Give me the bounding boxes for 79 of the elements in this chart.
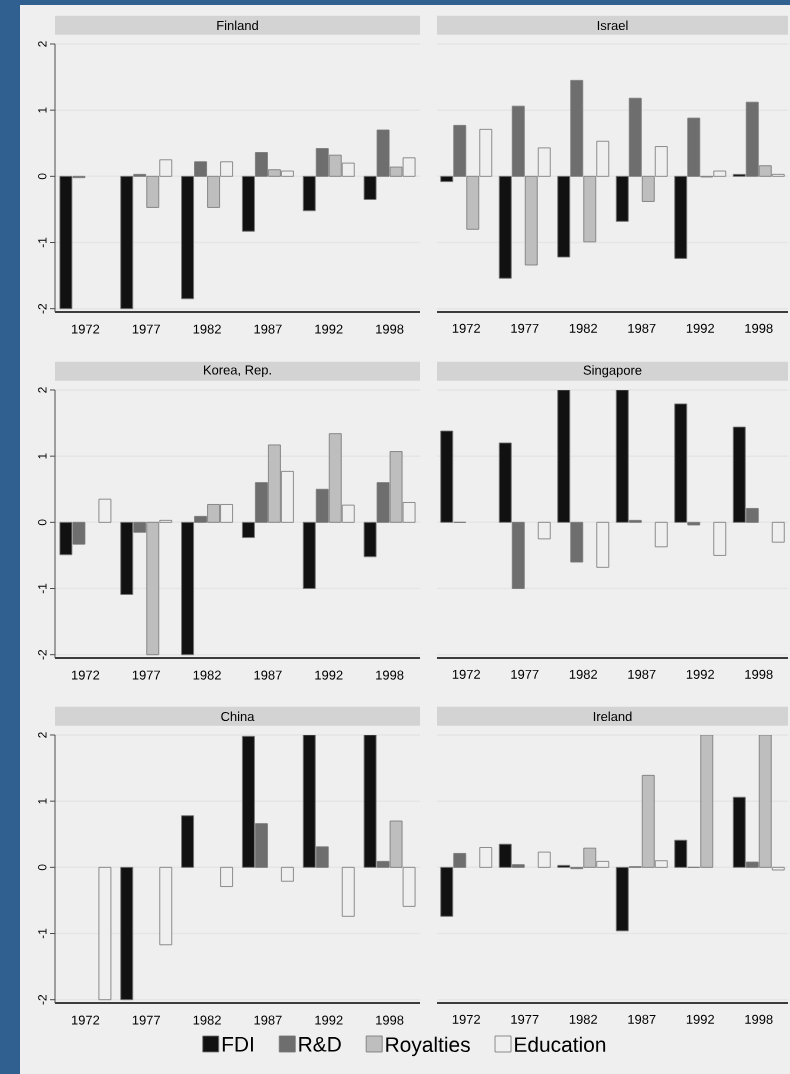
x-tick-label: 1992	[686, 1014, 714, 1024]
y-tick-label: 0	[38, 519, 47, 526]
bar	[315, 846, 329, 868]
y-tick-label: 0	[38, 173, 47, 180]
x-tick-label: 1998	[376, 1015, 404, 1025]
legend-label: FDI	[222, 1037, 253, 1052]
chart-title: Israel	[597, 20, 628, 31]
x-tick-label: 1987	[254, 1015, 282, 1025]
x-tick-label: 1972	[72, 670, 100, 680]
legend-label: R&D	[299, 1037, 341, 1052]
bar	[181, 815, 194, 868]
bar	[120, 866, 134, 1001]
bar	[479, 847, 493, 868]
x-tick-label: 1977	[511, 323, 539, 333]
x-tick-label: 1998	[745, 323, 773, 333]
x-tick-label: 1982	[569, 669, 597, 679]
bar	[654, 521, 668, 548]
x-tick-label: 1987	[628, 1014, 656, 1024]
y-tick-label: -2	[38, 994, 47, 1005]
x-tick-label: 1972	[452, 1014, 480, 1024]
bar	[98, 498, 112, 523]
x-tick-label: 1992	[315, 670, 343, 680]
x-tick-label: 1972	[72, 1015, 100, 1025]
chart-title: Ireland	[593, 711, 632, 722]
legend-label: Royalties	[386, 1036, 470, 1057]
y-tick-label: 0	[38, 864, 47, 871]
x-tick-label: 1977	[132, 670, 160, 680]
chart-title: Korea, Rep.	[204, 365, 271, 378]
bar	[537, 521, 551, 540]
x-tick-label: 1982	[569, 323, 597, 333]
y-tick-label: 1	[38, 453, 47, 459]
x-tick-label: 1992	[315, 324, 343, 334]
y-tick-label: -2	[38, 303, 47, 314]
y-tick-label: 2	[38, 41, 47, 47]
y-tick-label: -1	[38, 237, 47, 248]
x-tick-label: 1998	[745, 1014, 773, 1024]
y-tick-label: 2	[38, 387, 47, 393]
x-tick-label: 1992	[686, 669, 714, 679]
x-tick-label: 1977	[132, 324, 160, 334]
x-tick-label: 1972	[452, 669, 480, 679]
x-tick-label: 1977	[511, 1014, 539, 1024]
y-tick-label: -1	[38, 583, 47, 594]
x-tick-label: 1982	[193, 1015, 221, 1025]
bar	[242, 735, 255, 868]
x-tick-label: 1987	[254, 324, 282, 334]
x-tick-label: 1977	[511, 669, 539, 679]
bar	[341, 866, 355, 917]
y-tick-label: 2	[38, 732, 47, 738]
bar	[220, 866, 233, 887]
y-tick-label: -2	[38, 649, 47, 660]
bar	[771, 521, 785, 543]
x-tick-label: 1982	[193, 324, 221, 334]
x-tick-label: 1998	[376, 324, 404, 334]
bar	[302, 735, 316, 868]
x-tick-label: 1972	[72, 324, 100, 334]
chart-title: Singapore	[583, 365, 642, 378]
x-tick-label: 1998	[376, 670, 404, 680]
bar	[596, 521, 610, 568]
x-tick-label: 1987	[628, 669, 656, 679]
chart-title: Finland	[217, 20, 258, 31]
x-tick-label: 1987	[628, 323, 656, 333]
bar	[159, 866, 173, 946]
chart-title: China	[221, 711, 255, 722]
bar	[255, 823, 268, 868]
x-tick-label: 1982	[193, 670, 221, 680]
bar	[537, 851, 551, 868]
y-tick-label: 1	[38, 107, 47, 113]
bar	[713, 521, 727, 556]
x-tick-label: 1992	[315, 1015, 343, 1025]
bar	[281, 866, 294, 882]
x-tick-label: 1972	[452, 323, 480, 333]
x-tick-label: 1987	[254, 670, 282, 680]
x-tick-label: 1982	[569, 1014, 597, 1024]
y-tick-label: 1	[38, 798, 47, 804]
x-tick-label: 1998	[745, 669, 773, 679]
legend-label: Education	[515, 1036, 606, 1053]
x-tick-label: 1992	[686, 323, 714, 333]
x-tick-label: 1977	[132, 1015, 160, 1025]
y-tick-label: -1	[38, 928, 47, 939]
